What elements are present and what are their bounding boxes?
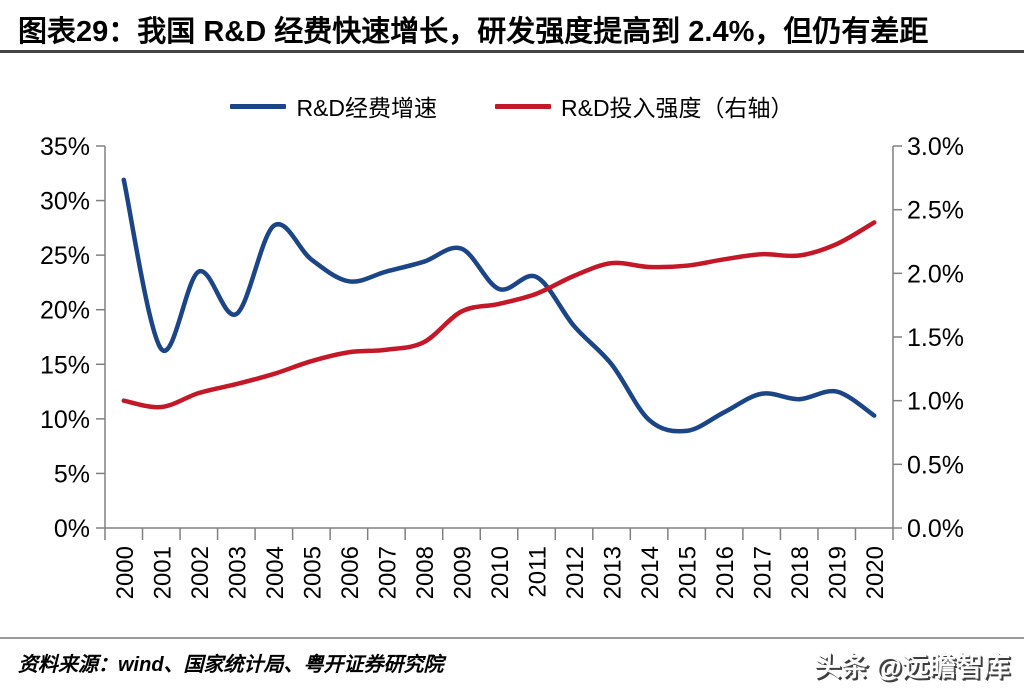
y-axis-left-tick-label: 35% bbox=[40, 133, 90, 161]
y-axis-right-tick-label: 2.0% bbox=[907, 260, 964, 288]
x-axis-year-label: 2008 bbox=[412, 546, 439, 599]
y-axis-left-tick-label: 0% bbox=[54, 515, 90, 543]
x-axis-year-label: 2002 bbox=[187, 546, 214, 599]
y-axis-left-tick-label: 15% bbox=[40, 351, 90, 379]
x-axis-year-label: 2016 bbox=[712, 546, 739, 599]
legend-item-rd-growth: R&D经费增速 bbox=[230, 89, 437, 123]
x-axis-year-label: 2011 bbox=[525, 546, 552, 598]
legend-label: R&D经费增速 bbox=[296, 95, 437, 121]
y-axis-right-tick-label: 3.0% bbox=[907, 133, 964, 161]
title-divider bbox=[0, 50, 1024, 53]
x-axis-year-label: 2019 bbox=[825, 546, 852, 599]
x-axis-year-label: 2006 bbox=[337, 546, 364, 599]
y-axis-right-tick-label: 1.0% bbox=[907, 388, 964, 416]
legend-line-red bbox=[495, 103, 551, 109]
legend-label: R&D投入强度（右轴） bbox=[561, 95, 794, 121]
x-axis-year-label: 2012 bbox=[562, 546, 589, 599]
legend-line-blue bbox=[230, 103, 287, 109]
footer-divider bbox=[0, 637, 1024, 639]
chart-title: 图表29：我国 R&D 经费快速增长，研发强度提高到 2.4%，但仍有差距 bbox=[18, 16, 929, 48]
legend: R&D经费增速 R&D投入强度（右轴） bbox=[0, 90, 1024, 122]
x-axis-year-label: 2000 bbox=[112, 546, 139, 599]
x-axis-year-label: 2015 bbox=[675, 546, 702, 599]
y-axis-left-tick-label: 5% bbox=[54, 460, 90, 488]
x-axis-year-label: 2010 bbox=[487, 546, 514, 599]
series-line-rd-intensity bbox=[121, 220, 877, 410]
y-axis-right-tick-label: 0.5% bbox=[907, 451, 964, 479]
x-axis-year-label: 2005 bbox=[299, 546, 326, 599]
y-axis-left-tick-label: 25% bbox=[40, 242, 90, 270]
x-axis-year-label: 2018 bbox=[787, 546, 814, 599]
y-axis-right-tick-label: 2.5% bbox=[907, 197, 964, 225]
source-note: 资料来源：wind、国家统计局、粤开证券研究院 bbox=[18, 654, 444, 676]
x-axis-year-label: 2017 bbox=[750, 546, 777, 599]
x-axis-year-label: 2009 bbox=[449, 546, 476, 599]
x-axis-year-label: 2020 bbox=[862, 546, 889, 599]
legend-item-rd-intensity: R&D投入强度（右轴） bbox=[495, 89, 794, 123]
x-axis-year-label: 2003 bbox=[224, 546, 251, 599]
y-axis-left-tick-label: 10% bbox=[40, 406, 90, 434]
y-axis-left-tick-label: 20% bbox=[40, 297, 90, 325]
x-axis-year-label: 2001 bbox=[149, 546, 176, 599]
y-axis-right-tick-label: 0.0% bbox=[907, 515, 964, 543]
watermark: 头条 @远瞻智库 bbox=[814, 652, 1010, 682]
y-axis-right-tick-label: 1.5% bbox=[907, 324, 964, 352]
y-axis-left-tick-label: 30% bbox=[40, 188, 90, 216]
x-axis-year-label: 2014 bbox=[637, 546, 664, 599]
series-line-rd-growth bbox=[121, 177, 877, 434]
x-axis-year-label: 2007 bbox=[374, 546, 401, 599]
x-axis-year-label: 2004 bbox=[262, 546, 289, 599]
x-axis-year-label: 2013 bbox=[600, 546, 627, 599]
